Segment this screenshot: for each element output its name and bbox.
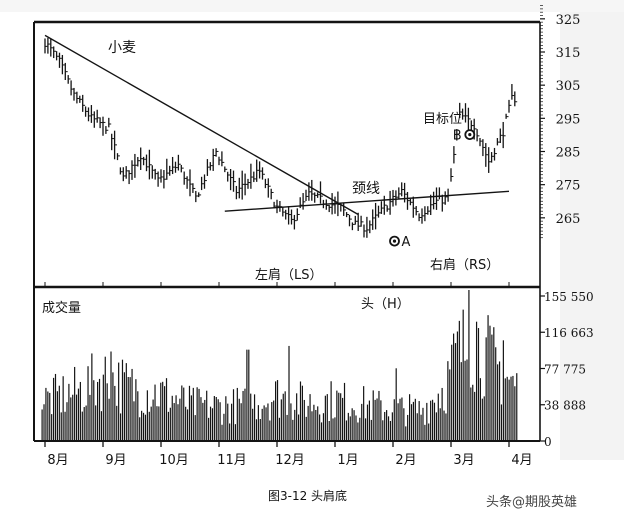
month-label: 2月 <box>395 453 416 468</box>
month-label: 11月 <box>217 453 247 468</box>
volume-tick-label: 77 775 <box>544 363 586 377</box>
head-label: 头（H） <box>361 297 410 312</box>
neckline-label: 颈线 <box>352 181 380 197</box>
price-tick-label: 315 <box>556 46 581 61</box>
month-label: 3月 <box>453 453 474 468</box>
target-label: 目标位 <box>423 112 462 127</box>
month-label: 1月 <box>337 453 358 468</box>
volume-tick-label: 155 550 <box>544 290 594 304</box>
price-panel-title: 小麦 <box>108 40 136 56</box>
point-b-marker-dot <box>468 133 472 137</box>
watermark-prefix: 头条 <box>486 495 513 510</box>
volume-bars <box>41 289 518 441</box>
month-label: 10月 <box>159 453 189 468</box>
month-label: 4月 <box>511 453 532 468</box>
volume-tick-label: 116 663 <box>544 326 594 340</box>
month-label: 9月 <box>105 453 126 468</box>
neckline <box>224 190 510 212</box>
price-tick-label: 275 <box>556 179 581 194</box>
price-tick-label: 305 <box>556 79 581 94</box>
price-tick-label: 285 <box>556 146 581 161</box>
point-a-label: A <box>402 235 411 250</box>
watermark-at: @ <box>512 495 526 510</box>
chart-overlay <box>44 34 510 247</box>
price-tick-label: 265 <box>556 212 581 227</box>
point-a-marker-dot <box>392 239 397 243</box>
volume-tick-label: 0 <box>544 435 552 449</box>
watermark-account: 期股英雄 <box>525 495 578 510</box>
chart-labels: 325 315 305 295 285 275 265 155 550 116 663 77 77… <box>42 13 594 468</box>
price-bars <box>44 37 518 238</box>
left-shoulder-label: 左肩（LS） <box>255 267 323 283</box>
month-label: 8月 <box>47 453 68 468</box>
right-shoulder-label: 右肩（RS） <box>430 257 499 273</box>
scan-shadow-right <box>560 0 624 460</box>
downtrend-line <box>44 34 359 216</box>
volume-tick-label: 38 888 <box>544 399 586 413</box>
price-tick-label: 325 <box>556 13 581 28</box>
point-b-label: B <box>453 129 462 144</box>
figure-caption: 图3-12 头肩底 <box>268 489 348 503</box>
watermark: 头条@期股英雄 <box>486 491 577 510</box>
scan-shadow-top <box>0 0 624 12</box>
volume-panel-title: 成交量 <box>42 300 81 316</box>
price-tick-label: 295 <box>556 112 581 127</box>
month-label: 12月 <box>275 453 305 468</box>
